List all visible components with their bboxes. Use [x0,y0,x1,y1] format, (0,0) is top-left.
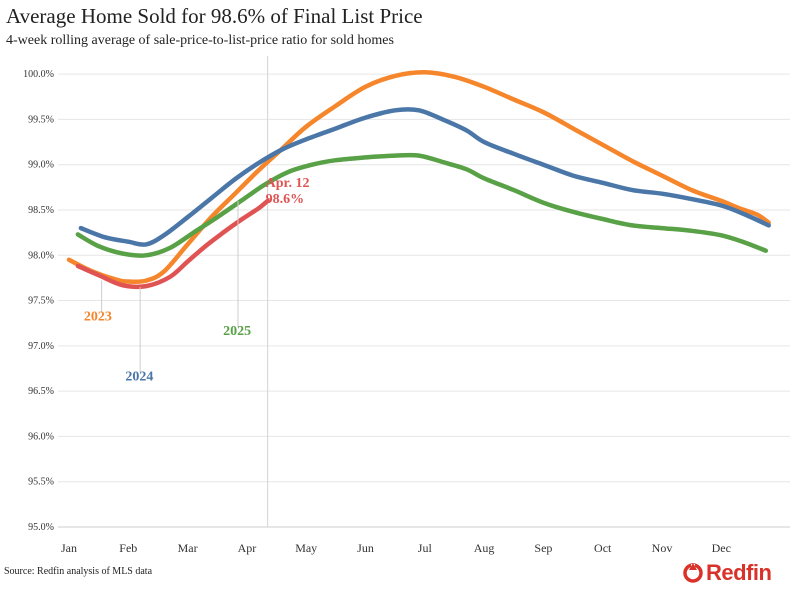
y-tick-label: 98.5% [28,205,54,216]
x-tick-label: Feb [119,541,137,555]
source-note: Source: Redfin analysis of MLS data [4,566,153,577]
annotation-date: Apr. 12 [266,176,310,191]
gridlines [58,73,790,528]
y-axis-ticks: 95.0% 95.5% 96.0% 96.5% 97.0% 97.5% 98.0% 98.5%… [23,69,54,533]
x-tick-label: Dec [712,541,731,555]
x-tick-label: May [295,541,317,555]
y-tick-label: 95.0% [28,522,54,533]
y-tick-label: 99.5% [28,114,54,125]
x-tick-label: Apr [238,541,257,555]
chart-title: Average Home Sold for 98.6% of Final Lis… [6,4,423,28]
redfin-logo: Redfin [682,560,772,586]
x-tick-label: Nov [652,541,673,555]
x-tick-label: Aug [474,541,495,555]
redfin-r-logo-icon [683,563,703,583]
y-tick-label: 99.0% [28,160,54,171]
y-tick-label: 97.5% [28,296,54,307]
x-tick-label: Mar [178,541,198,555]
y-tick-label: 97.0% [28,341,54,352]
x-tick-label: Jul [418,541,433,555]
series-label-2024: 2024 [125,369,153,384]
x-tick-label: Oct [594,541,612,555]
series-label-2023: 2023 [84,309,112,324]
x-tick-label: Sep [534,541,552,555]
chart-subtitle: 4-week rolling average of sale-price-to-… [6,33,394,48]
series-line-2023 [66,70,771,285]
series-lines [66,70,771,290]
y-tick-label: 96.0% [28,431,54,442]
x-tick-label: Jan [61,541,77,555]
logo-wordmark: Redfin [706,560,772,585]
series-line-2025 [75,152,769,258]
x-axis-ticks: Jan Feb Mar Apr May Jun Jul Aug Sep Oct Nov Dec [61,541,731,555]
annotation-value: 98.6% [266,192,305,207]
y-tick-label: 98.0% [28,250,54,261]
series-line-2024 [78,107,771,247]
y-tick-label: 96.5% [28,386,54,397]
y-tick-label: 100.0% [23,69,54,80]
series-label-2025: 2025 [223,324,251,339]
series-line-2025-ytd [75,198,270,290]
y-tick-label: 95.5% [28,477,54,488]
series-labels: 2023 2024 2025 [84,200,251,384]
annotation: Apr. 12 98.6% [266,176,310,207]
x-tick-label: Jun [357,541,374,555]
